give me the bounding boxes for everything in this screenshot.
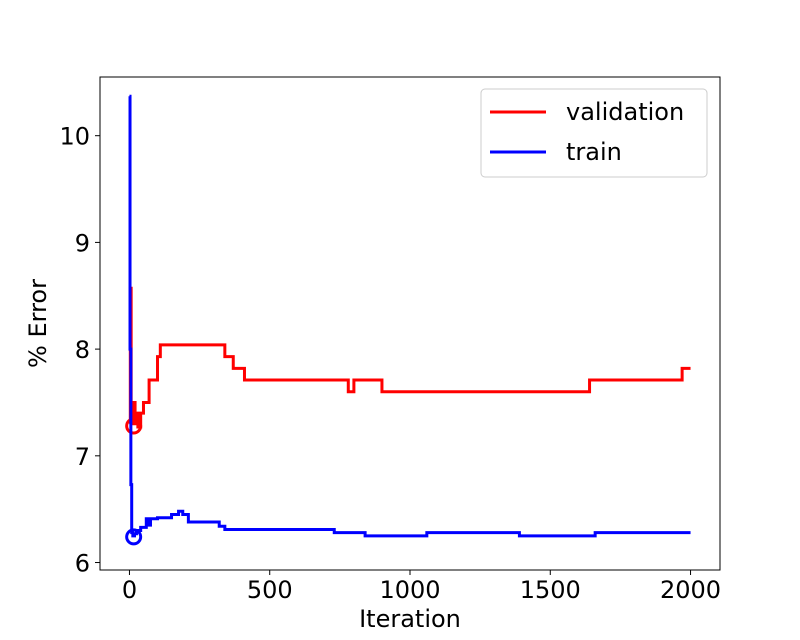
y-tick-label: 8 bbox=[75, 336, 90, 364]
series-line-validation bbox=[128, 286, 691, 429]
series-marker-train bbox=[125, 528, 143, 546]
y-tick-label: 10 bbox=[59, 123, 90, 151]
legend-label-train: train bbox=[566, 138, 622, 166]
x-tick-label: 2000 bbox=[660, 576, 721, 604]
y-tick-label: 6 bbox=[75, 550, 90, 578]
series-line-train bbox=[128, 94, 691, 538]
x-axis-label: Iteration bbox=[359, 605, 461, 633]
y-axis-label: % Error bbox=[24, 279, 52, 368]
x-axis-ticks: 0 500 1000 1500 2000 bbox=[122, 570, 721, 604]
legend: validation train bbox=[480, 88, 708, 178]
series-marker-validation bbox=[125, 417, 143, 435]
legend-label-validation: validation bbox=[566, 98, 684, 126]
y-tick-label: 9 bbox=[75, 229, 90, 257]
chart-marks bbox=[125, 94, 691, 546]
x-tick-label: 1000 bbox=[379, 576, 440, 604]
y-axis-ticks: 6 7 8 9 10 bbox=[59, 123, 100, 578]
x-tick-label: 0 bbox=[122, 576, 137, 604]
y-tick-label: 7 bbox=[75, 443, 90, 471]
x-tick-label: 500 bbox=[247, 576, 293, 604]
x-tick-label: 1500 bbox=[520, 576, 581, 604]
